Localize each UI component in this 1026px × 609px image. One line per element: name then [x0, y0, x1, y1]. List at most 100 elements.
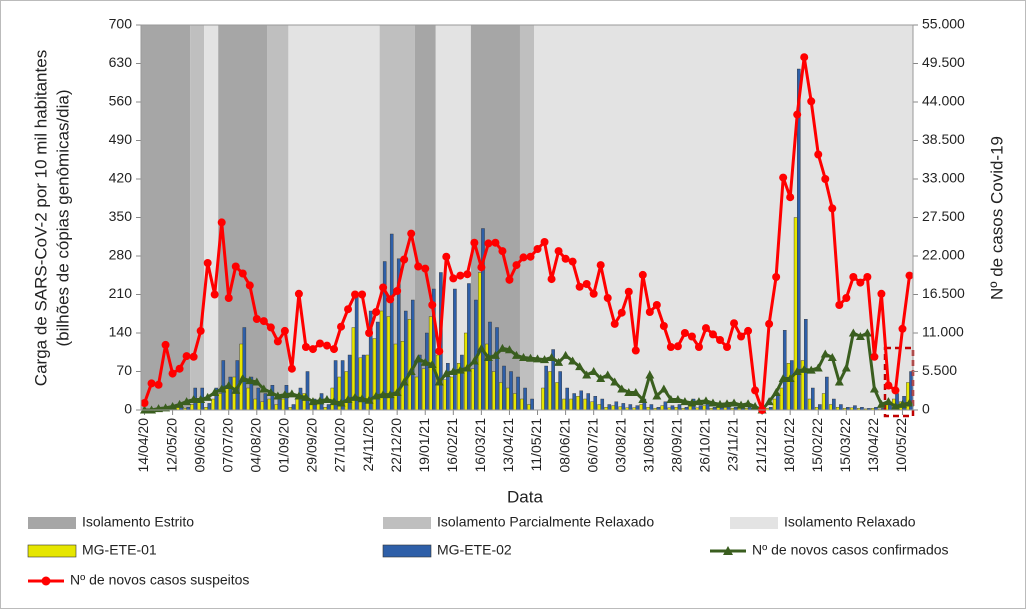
marker	[603, 370, 613, 379]
bar	[548, 371, 552, 411]
marker	[168, 402, 178, 410]
x-tick-label: 03/08/21	[612, 418, 628, 473]
marker	[716, 336, 724, 344]
y-tick-label: 490	[109, 131, 133, 147]
marker	[442, 252, 451, 261]
marker	[511, 350, 521, 359]
bar	[572, 393, 576, 411]
bar	[407, 319, 412, 411]
legend-marker	[41, 576, 51, 586]
marker	[294, 289, 303, 298]
marker	[175, 399, 185, 408]
marker	[490, 350, 500, 359]
marker	[365, 329, 374, 337]
marker	[659, 384, 669, 393]
bar	[635, 405, 640, 411]
bar	[207, 403, 212, 411]
marker	[568, 257, 577, 266]
marker	[469, 356, 479, 365]
marker	[723, 343, 732, 351]
bar	[344, 371, 349, 411]
bar	[569, 398, 573, 411]
marker	[652, 301, 661, 309]
marker	[504, 345, 514, 354]
marker	[687, 398, 697, 407]
marker	[196, 395, 206, 403]
marker	[154, 380, 163, 389]
y2-tick-label: 16.500	[922, 285, 965, 301]
bar	[544, 365, 548, 411]
y2-tick-label: 44.000	[922, 93, 965, 109]
marker	[793, 110, 802, 119]
bar	[471, 368, 475, 411]
bar	[291, 404, 296, 411]
marker	[904, 398, 914, 407]
bar	[677, 404, 682, 411]
x-tick-label: 15/02/22	[809, 418, 825, 473]
bar	[516, 376, 520, 411]
marker	[772, 273, 781, 281]
bar	[305, 371, 310, 411]
marker	[841, 363, 851, 372]
phase-region	[534, 25, 913, 410]
marker	[855, 332, 865, 340]
bar	[513, 393, 517, 411]
marker	[870, 352, 879, 361]
marker	[322, 395, 332, 403]
marker	[624, 388, 634, 396]
marker	[505, 275, 514, 284]
marker	[350, 392, 360, 401]
bar	[225, 387, 229, 411]
bar	[403, 310, 408, 411]
x-tick-label: 23/11/21	[725, 418, 741, 472]
bar	[449, 376, 454, 411]
bar	[267, 398, 272, 411]
bar	[442, 379, 447, 411]
y-tick-label: 560	[109, 93, 133, 109]
x-tick-label: 16/03/21	[472, 418, 488, 473]
bar	[309, 404, 314, 411]
bar	[389, 233, 394, 411]
marker	[456, 271, 465, 280]
legend-swatch	[28, 517, 76, 529]
marker	[680, 329, 689, 337]
marker	[575, 282, 584, 291]
legend-marker	[723, 546, 733, 555]
marker	[287, 364, 296, 373]
marker	[785, 374, 795, 382]
marker	[744, 326, 753, 335]
x-tick-label: 19/01/21	[416, 418, 432, 473]
bar	[611, 405, 615, 411]
marker	[491, 238, 500, 247]
legend-label: Nº de novos casos confirmados	[752, 542, 949, 558]
marker	[280, 326, 289, 335]
marker	[596, 374, 606, 382]
marker	[329, 397, 339, 406]
marker	[799, 364, 809, 373]
bar	[281, 398, 286, 411]
marker	[168, 369, 177, 378]
bar	[811, 387, 815, 411]
marker	[631, 346, 640, 355]
bar	[256, 387, 261, 411]
marker	[386, 295, 395, 304]
bar	[527, 404, 531, 411]
x-tick-label: 18/01/22	[781, 418, 797, 473]
x-tick-label: 31/08/21	[641, 418, 657, 473]
bar	[541, 387, 545, 411]
marker	[834, 377, 844, 386]
marker	[680, 397, 690, 406]
marker	[259, 317, 268, 326]
marker	[561, 254, 570, 263]
y2-tick-label: 5.500	[922, 362, 957, 378]
legend-label: Isolamento Relaxado	[784, 514, 916, 530]
marker	[252, 377, 262, 386]
marker	[890, 402, 900, 410]
bar	[804, 319, 808, 411]
marker	[589, 367, 599, 375]
marker	[673, 395, 683, 403]
marker	[238, 374, 248, 382]
marker	[561, 350, 571, 359]
marker	[806, 365, 816, 374]
